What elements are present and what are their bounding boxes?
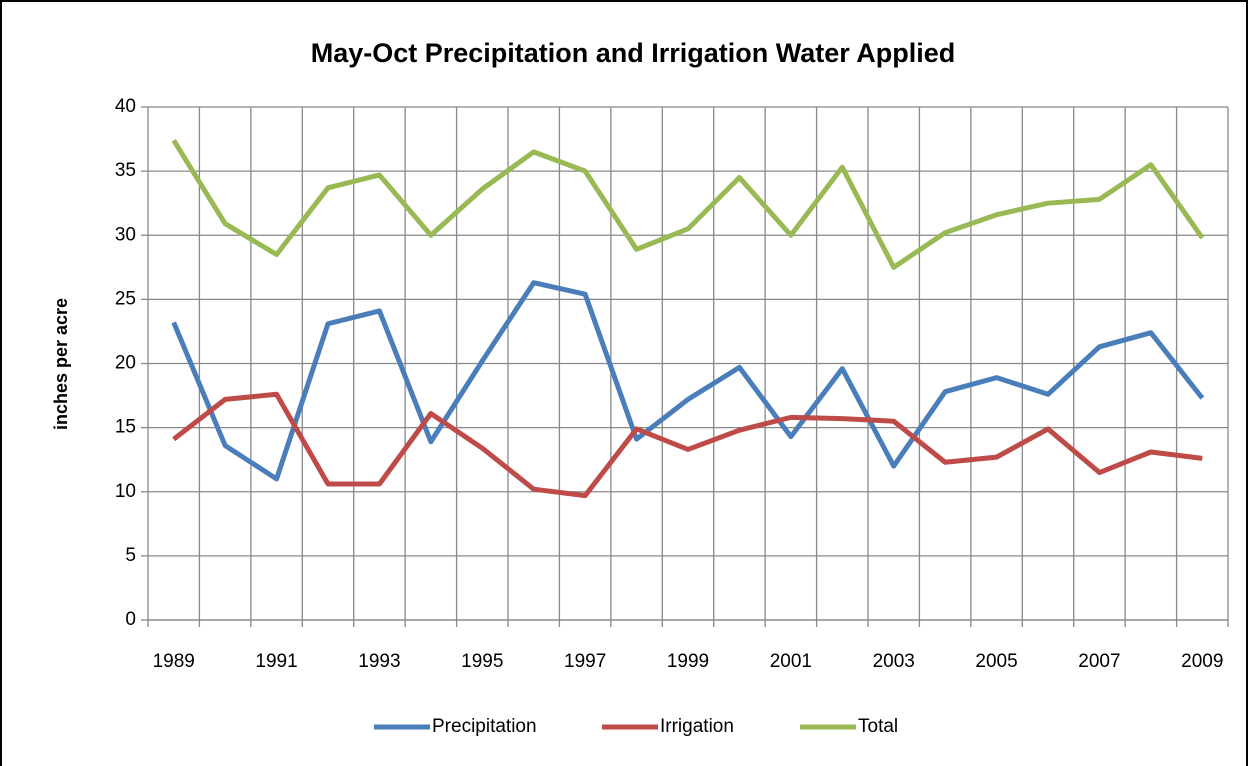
x-tick-label: 2005	[975, 651, 1017, 672]
y-tick-label: 25	[115, 288, 136, 309]
x-tick-label: 2001	[770, 651, 812, 672]
y-tick-label: 20	[115, 353, 136, 374]
y-tick-label: 40	[115, 96, 136, 117]
x-tick-label: 1999	[667, 651, 709, 672]
x-tick-label: 1995	[461, 651, 503, 672]
y-tick-label: 15	[115, 417, 136, 438]
series-line	[172, 391, 1203, 499]
x-tick-label: 1991	[255, 651, 297, 672]
legend-label: Precipitation	[432, 716, 537, 737]
y-tick-label: 5	[125, 545, 136, 566]
x-tick-label: 1989	[153, 651, 195, 672]
legend-label: Irrigation	[660, 716, 734, 737]
y-tick-label: 0	[125, 609, 136, 630]
legend-label: Total	[858, 716, 898, 737]
x-tick-label: 1997	[564, 651, 606, 672]
y-tick-label: 35	[115, 160, 136, 181]
x-tick-label: 2003	[873, 651, 915, 672]
x-tick-label: 1993	[358, 651, 400, 672]
x-tick-label: 2007	[1078, 651, 1120, 672]
series-line	[171, 280, 1205, 482]
series-line	[171, 139, 1205, 270]
x-tick-label: 2009	[1181, 651, 1223, 672]
y-tick-label: 30	[115, 224, 136, 245]
chart-title: May-Oct Precipitation and Irrigation Wat…	[311, 38, 956, 68]
y-axis-label: inches per acre	[51, 298, 71, 430]
y-tick-label: 10	[115, 481, 136, 502]
